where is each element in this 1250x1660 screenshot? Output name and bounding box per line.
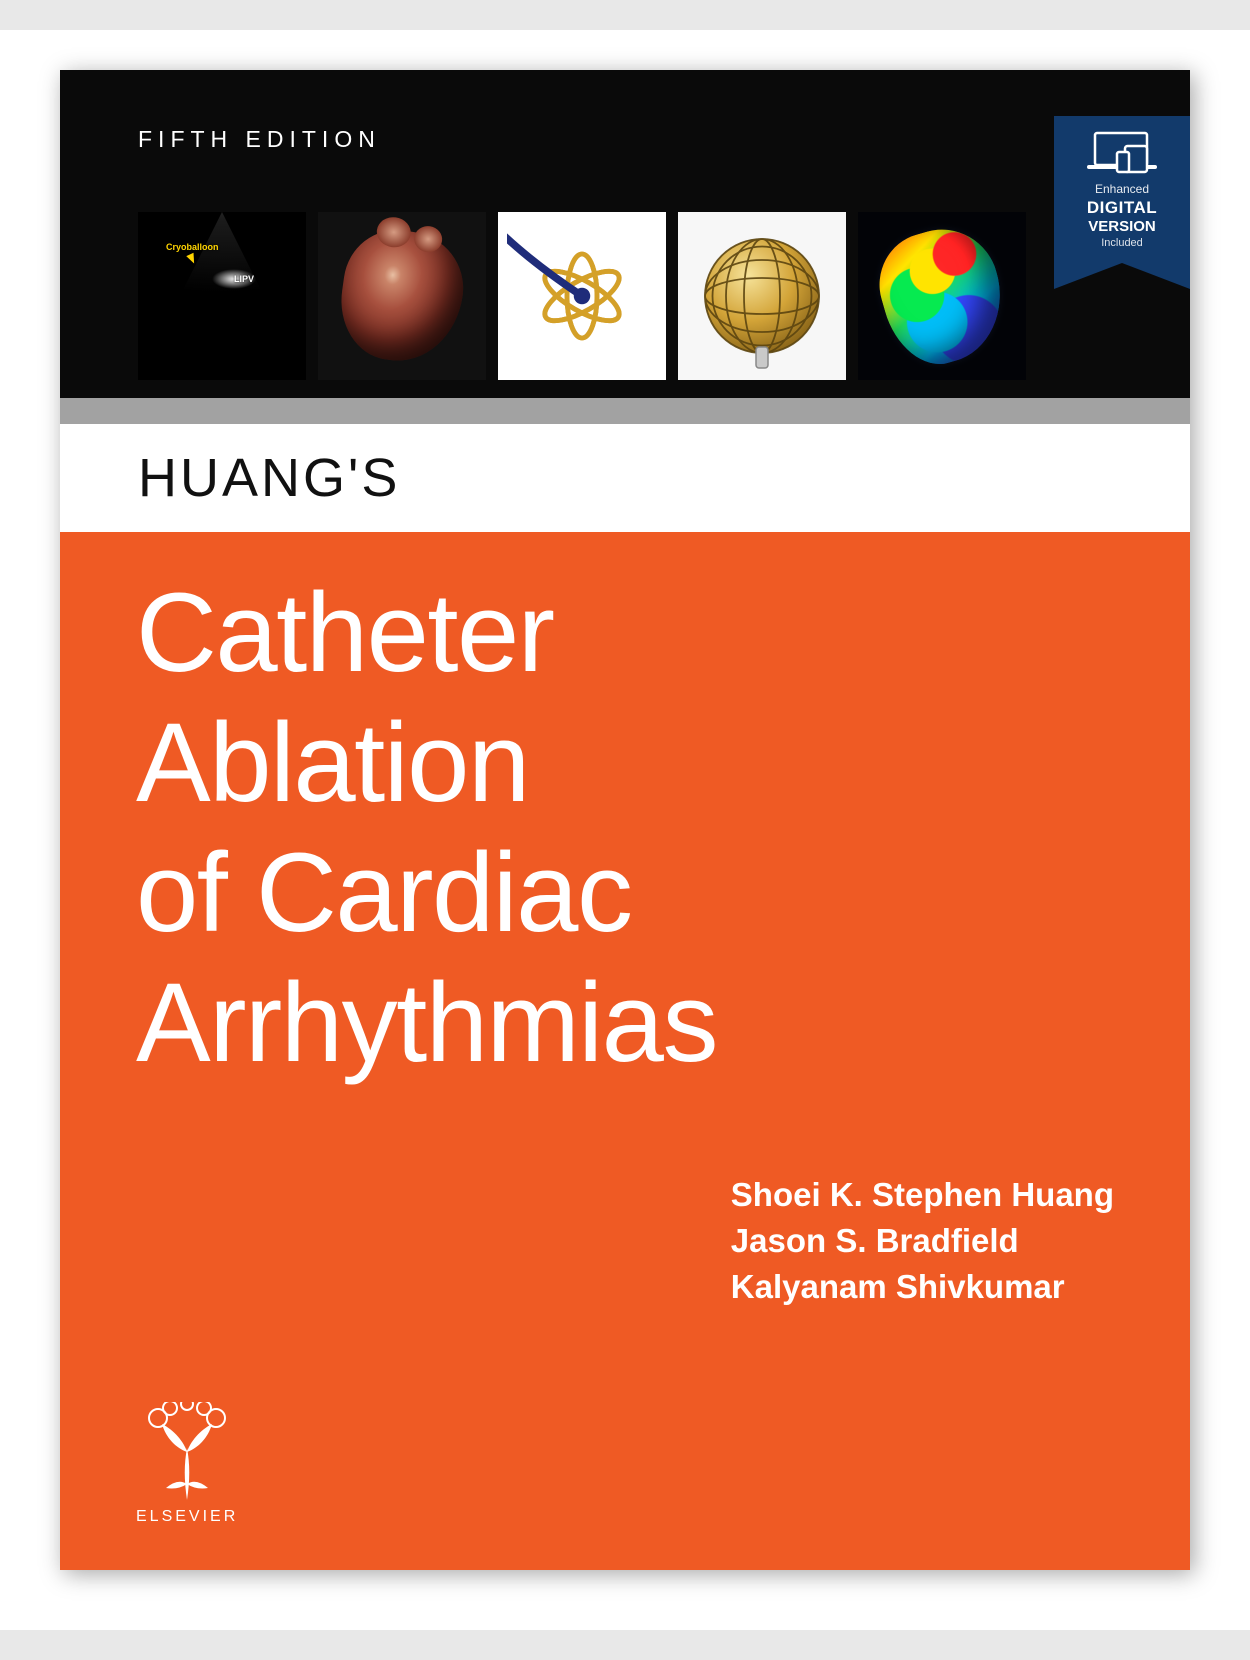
thumb-label: LIPV	[234, 274, 254, 284]
ribbon-digital: DIGITAL	[1062, 197, 1182, 218]
authors-block: Shoei K. Stephen Huang Jason S. Bradfiel…	[731, 1172, 1114, 1311]
top-band: FIFTH EDITION Enhanced DIGITAL VERSION I…	[60, 70, 1190, 398]
ribbon-body: Enhanced DIGITAL VERSION Included	[1054, 116, 1190, 263]
title-line: Catheter	[136, 568, 1190, 698]
title-line: Arrhythmias	[136, 958, 1190, 1088]
author-name: Kalyanam Shivkumar	[731, 1264, 1114, 1310]
cardiac-3d-map-thumb	[858, 212, 1026, 380]
anatomical-heart-thumb	[318, 212, 486, 380]
ribbon-version: VERSION	[1062, 218, 1182, 237]
digital-version-ribbon: Enhanced DIGITAL VERSION Included	[1054, 116, 1190, 289]
ultrasound-thumb: Cryoballoon LIPV	[138, 212, 306, 380]
title-line: of Cardiac	[136, 828, 1190, 958]
book-cover: FIFTH EDITION Enhanced DIGITAL VERSION I…	[60, 70, 1190, 1570]
edition-label: FIFTH EDITION	[138, 126, 381, 153]
publisher-logo: ELSEVIER	[136, 1402, 238, 1526]
ribbon-tail	[1054, 263, 1190, 289]
title-panel: Catheter Ablation of Cardiac Arrhythmias…	[60, 532, 1190, 1570]
series-band: HUANG'S	[60, 424, 1190, 532]
elsevier-tree-icon	[142, 1402, 232, 1502]
gold-sphere-device-thumb	[678, 212, 846, 380]
author-name: Jason S. Bradfield	[731, 1218, 1114, 1264]
devices-icon	[1087, 130, 1157, 174]
page: FIFTH EDITION Enhanced DIGITAL VERSION I…	[0, 30, 1250, 1630]
book-title: Catheter Ablation of Cardiac Arrhythmias	[60, 532, 1190, 1088]
publisher-name: ELSEVIER	[136, 1508, 238, 1526]
petal-catheter-thumb	[498, 212, 666, 380]
thumb-label: Cryoballoon	[166, 242, 219, 252]
grey-separator	[60, 398, 1190, 424]
ribbon-enhanced: Enhanced	[1062, 182, 1182, 197]
thumbnail-row: Cryoballoon LIPV	[138, 212, 1026, 380]
author-name: Shoei K. Stephen Huang	[731, 1172, 1114, 1218]
title-line: Ablation	[136, 698, 1190, 828]
ribbon-included: Included	[1062, 237, 1182, 251]
series-name: HUANG'S	[138, 447, 400, 509]
